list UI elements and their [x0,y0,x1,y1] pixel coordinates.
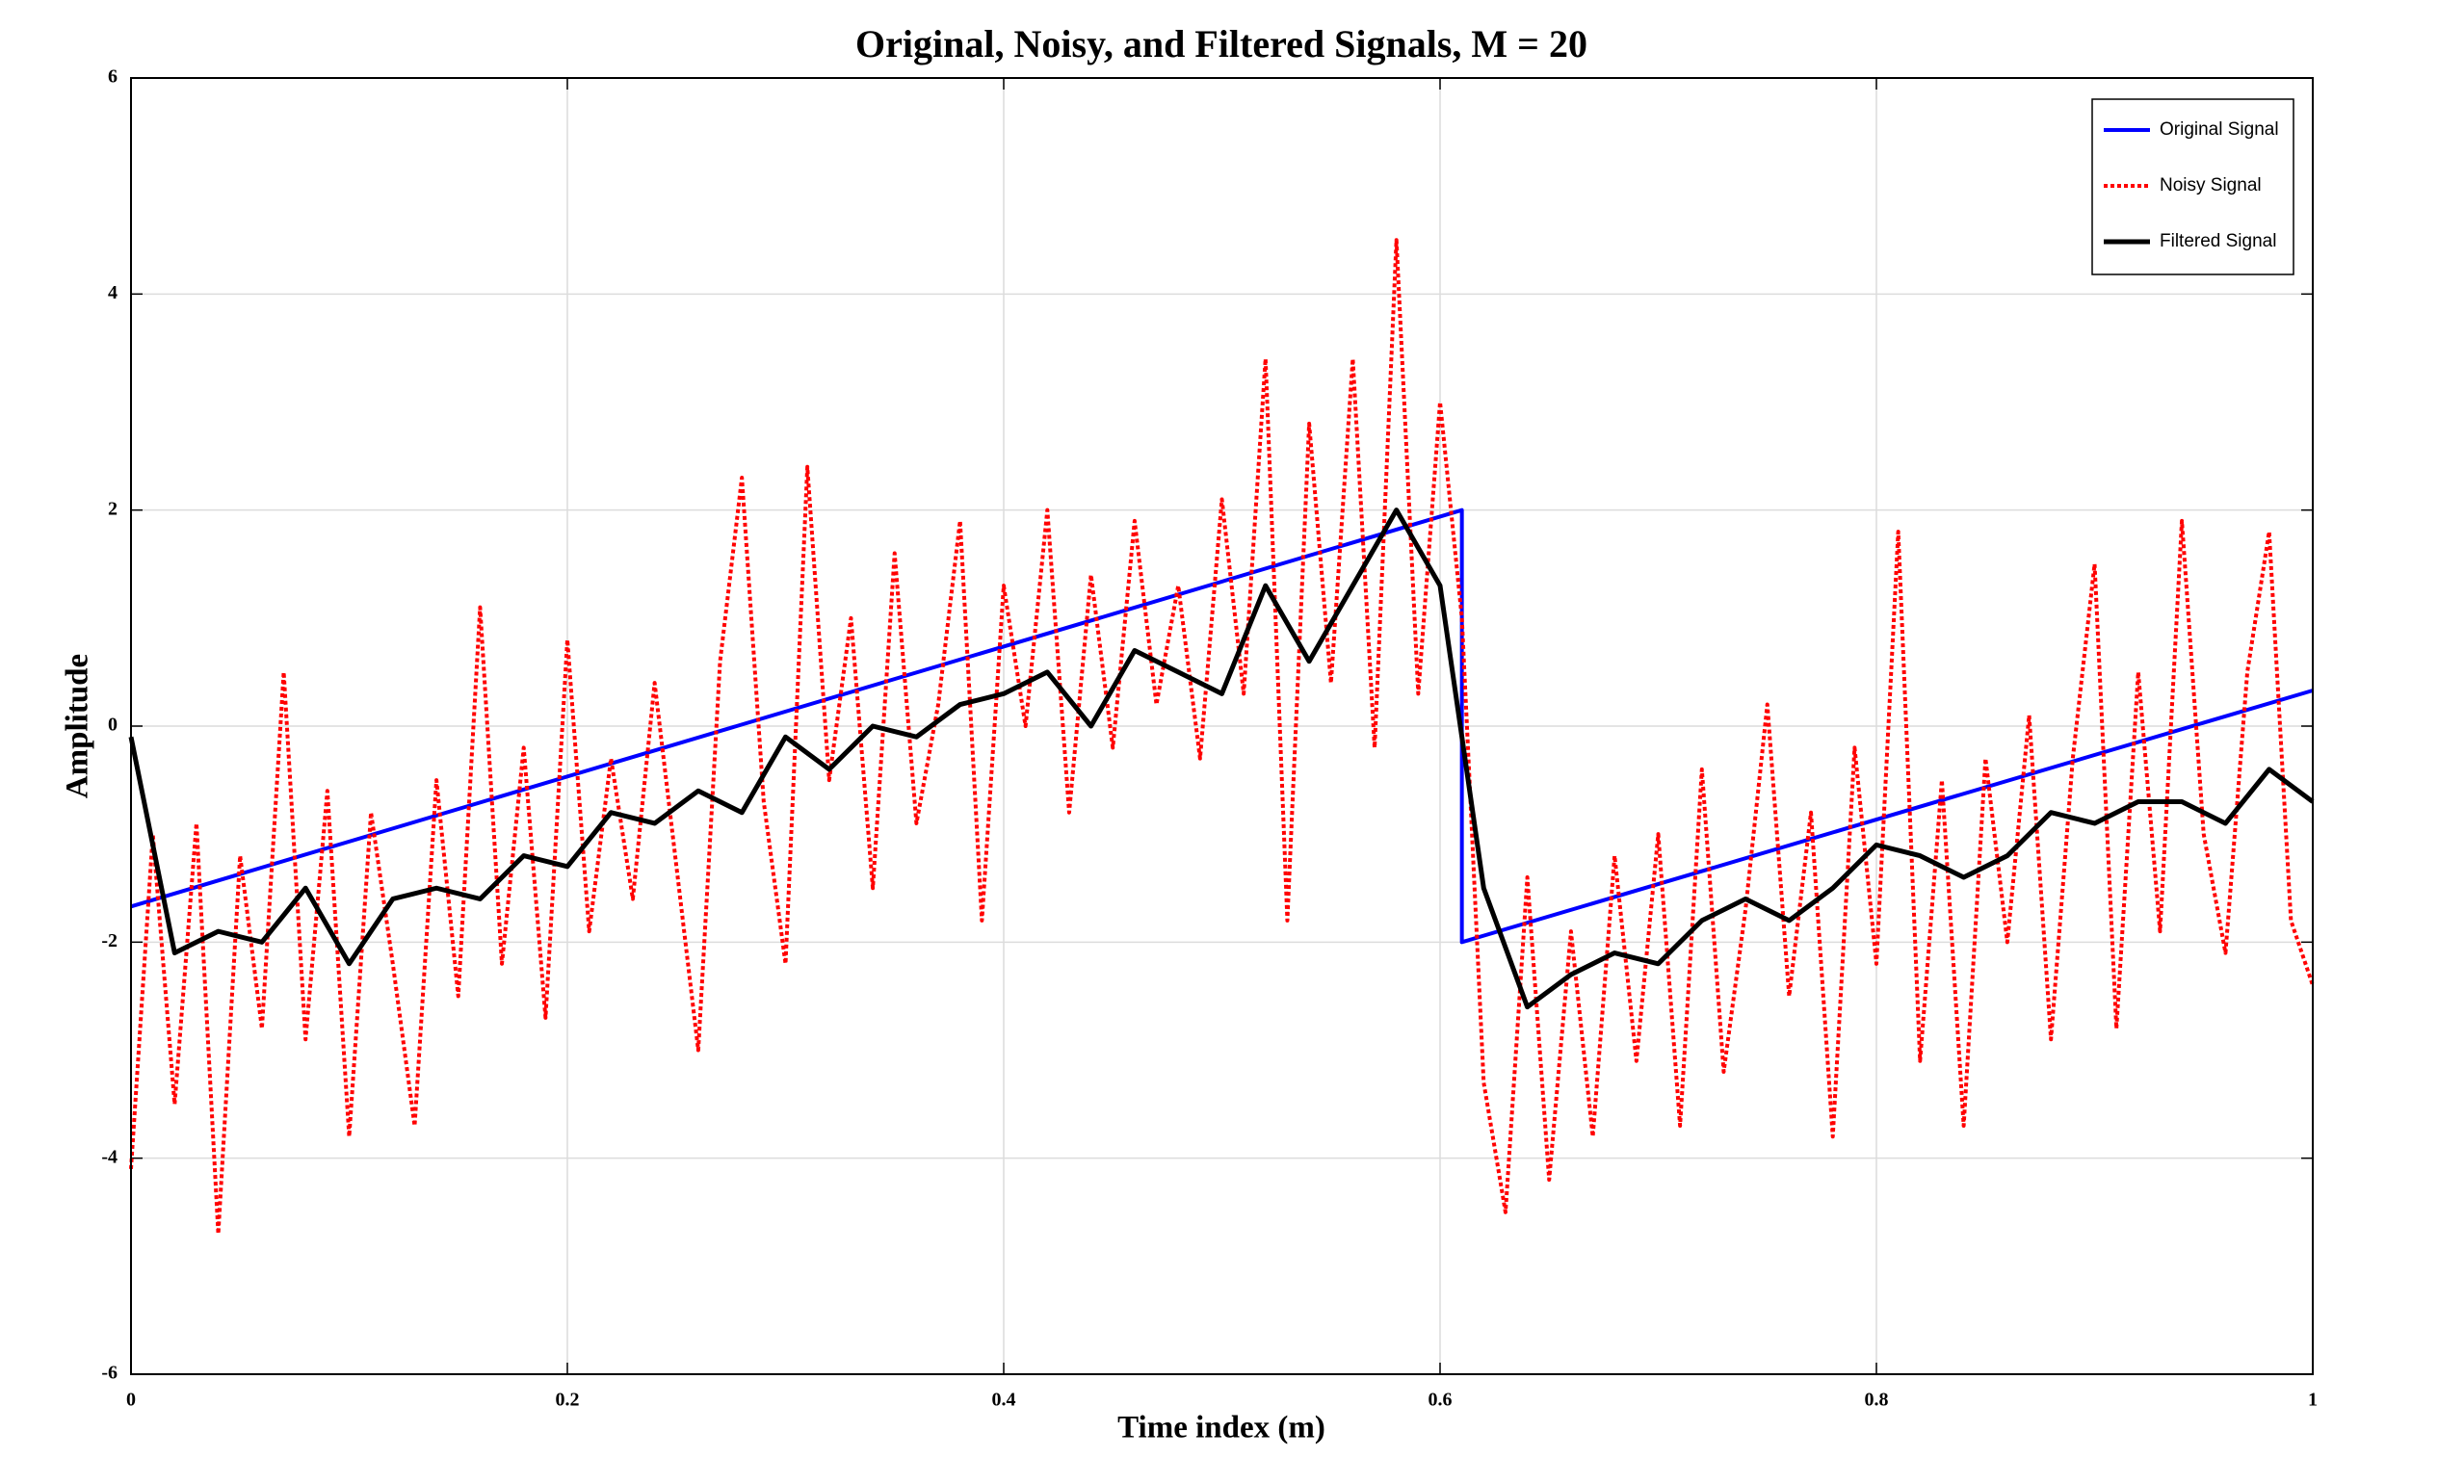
y-tick-label: -6 [101,1363,118,1384]
data-line [129,238,2315,1237]
x-tick-label: 0.6 [1429,1390,1453,1411]
plot-frame [130,77,2314,1375]
legend-label: Original Signal [2160,119,2279,140]
y-tick-label: -4 [101,1146,118,1167]
y-tick-label: 6 [108,66,118,88]
data-line [128,508,2315,1010]
x-tick-label: 0.4 [992,1390,1016,1411]
x-tick-label: 0.2 [556,1390,580,1411]
chart-title: Original, Noisy, and Filtered Signals, M… [855,22,1587,65]
y-tick-label: 4 [108,282,118,303]
x-tick-label: 1 [2308,1390,2318,1411]
x-tick-label: 0.8 [1865,1390,1889,1411]
y-tick-label: 0 [108,715,118,736]
x-axis-label: Time index (m) [1117,1411,1325,1445]
y-axis-label: Amplitude [61,654,95,798]
y-tick-label: 2 [108,498,118,519]
y-tick-label: -2 [101,930,118,951]
x-tick-label: 0 [126,1390,136,1411]
legend-label: Noisy Signal [2160,175,2262,195]
legend-label: Filtered Signal [2160,231,2276,251]
